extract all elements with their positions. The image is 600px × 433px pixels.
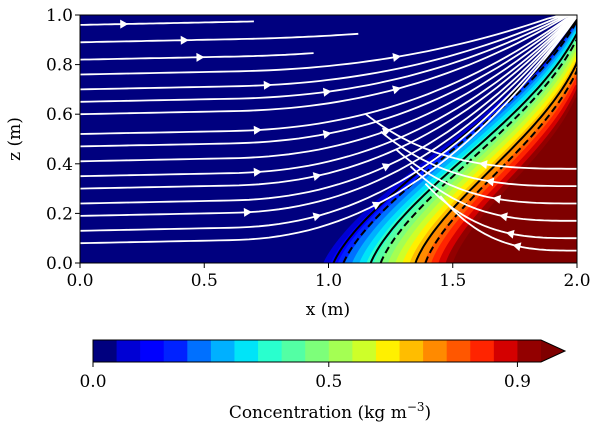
- streamline-arrow: [253, 125, 262, 135]
- contour-line-dashed: [424, 15, 577, 263]
- colorbar-bin: [328, 340, 353, 362]
- colorbar-bin: [116, 340, 141, 362]
- streamline-arrow: [485, 177, 495, 187]
- x-tick-label: 0.0: [66, 271, 93, 291]
- streamline-arrow: [312, 172, 322, 181]
- streamline-upper: [80, 15, 577, 190]
- colorbar-bin: [423, 340, 448, 362]
- contour-line-solid: [369, 15, 577, 263]
- streamline-arrow: [392, 52, 402, 62]
- colorbar-bin: [187, 340, 212, 362]
- streamline-arrow: [492, 194, 502, 204]
- x-tick-label: 2.0: [563, 271, 590, 291]
- colorbar-bin: [281, 340, 306, 362]
- streamline-arrow: [392, 85, 401, 95]
- streamline-arrow: [120, 19, 129, 29]
- streamline-arrow: [196, 52, 205, 62]
- colorbar-bin: [93, 340, 118, 362]
- contour-lines: [332, 15, 577, 263]
- y-tick-label: 0.6: [46, 105, 73, 125]
- streamline-lower: [409, 165, 577, 222]
- colorbar-bin: [493, 340, 518, 362]
- streamline-upper: [80, 15, 577, 245]
- streamline-upper: [80, 15, 577, 91]
- colorbar-extend-triangle: [541, 340, 565, 362]
- x-axis-label: x (m): [306, 300, 350, 320]
- streamline-upper: [80, 15, 577, 163]
- colorbar-bin: [258, 340, 283, 362]
- colorbar-tick-label: 0.0: [79, 372, 106, 392]
- colorbar-bin: [163, 340, 188, 362]
- streamline-arrow: [322, 87, 332, 97]
- colorbar-bin: [399, 340, 424, 362]
- x-tick-label: 1.0: [315, 271, 342, 291]
- contour-line-dashed: [342, 15, 577, 263]
- streamline-arrow: [312, 212, 322, 222]
- streamline-lower: [380, 130, 577, 187]
- streamlines: [80, 15, 577, 252]
- streamline-upper: [80, 15, 577, 217]
- colorbar: 0.0 0.5 0.9 Concentration (kg m−3): [79, 339, 567, 423]
- streamline-upper: [80, 15, 577, 205]
- y-tick-label: 0.4: [46, 155, 73, 175]
- contour-line-dashed: [379, 15, 577, 263]
- colorbar-bin: [305, 340, 330, 362]
- streamline-upper: [80, 15, 577, 232]
- x-tick-label: 1.5: [439, 271, 466, 291]
- y-tick-label: 0.2: [46, 204, 73, 224]
- streamline-upper: [80, 15, 577, 135]
- streamline-arrow: [371, 201, 381, 210]
- y-tick-label: 1.0: [46, 6, 73, 26]
- colorbar-bin: [470, 340, 495, 362]
- plot-area: [79, 14, 578, 264]
- streamline-upper: [80, 15, 577, 178]
- y-axis: 0.0 0.2 0.4 0.6 0.8 1.0: [46, 6, 80, 274]
- streamline-arrow: [512, 242, 522, 252]
- streamline-arrow: [263, 80, 272, 90]
- colorbar-label: Concentration (kg m−3): [229, 400, 431, 423]
- contour-line-solid: [332, 15, 577, 263]
- colorbar-bin: [375, 340, 401, 362]
- colorbar-tick-label: 0.9: [504, 372, 531, 392]
- x-axis: 0.0 0.5 1.0 1.5 2.0: [66, 263, 591, 291]
- streamline-arrow: [505, 229, 515, 239]
- colorbar-bin: [140, 340, 165, 362]
- streamline-lower: [365, 113, 577, 170]
- colorbar-bin: [446, 340, 471, 362]
- streamline-arrow: [253, 167, 262, 177]
- colorbar-bin: [210, 340, 235, 362]
- y-axis-label: z (m): [5, 117, 25, 161]
- streamline-upper: [80, 20, 254, 26]
- streamline-upper: [80, 32, 359, 44]
- colorbar-bin: [352, 340, 377, 362]
- y-tick-label: 0.8: [46, 56, 73, 76]
- streamline-arrow: [381, 163, 391, 172]
- streamline-arrow: [180, 35, 189, 45]
- streamline-lower: [424, 182, 577, 240]
- colorbar-frame: [92, 339, 567, 363]
- colorbar-label-exp: −3: [407, 400, 425, 414]
- streamline-upper: [80, 15, 577, 76]
- streamline-arrow: [478, 160, 488, 169]
- streamline-lower: [395, 148, 577, 205]
- y-tick-label: 0.0: [46, 254, 73, 274]
- colorbar-tick-label: 0.5: [315, 372, 342, 392]
- field-band: [452, 97, 577, 263]
- streamline-lower: [439, 195, 577, 252]
- streamline-upper: [80, 15, 577, 116]
- contour-line-solid: [414, 15, 577, 263]
- x-tick-label: 0.5: [191, 271, 218, 291]
- colorbar-bin: [234, 340, 259, 362]
- streamline-arrow: [499, 212, 508, 222]
- colorbar-label-text: Concentration (kg m: [229, 403, 407, 423]
- streamline-arrow: [322, 130, 332, 139]
- colorbar-bin: [517, 340, 542, 362]
- streamline-arrow: [243, 207, 252, 217]
